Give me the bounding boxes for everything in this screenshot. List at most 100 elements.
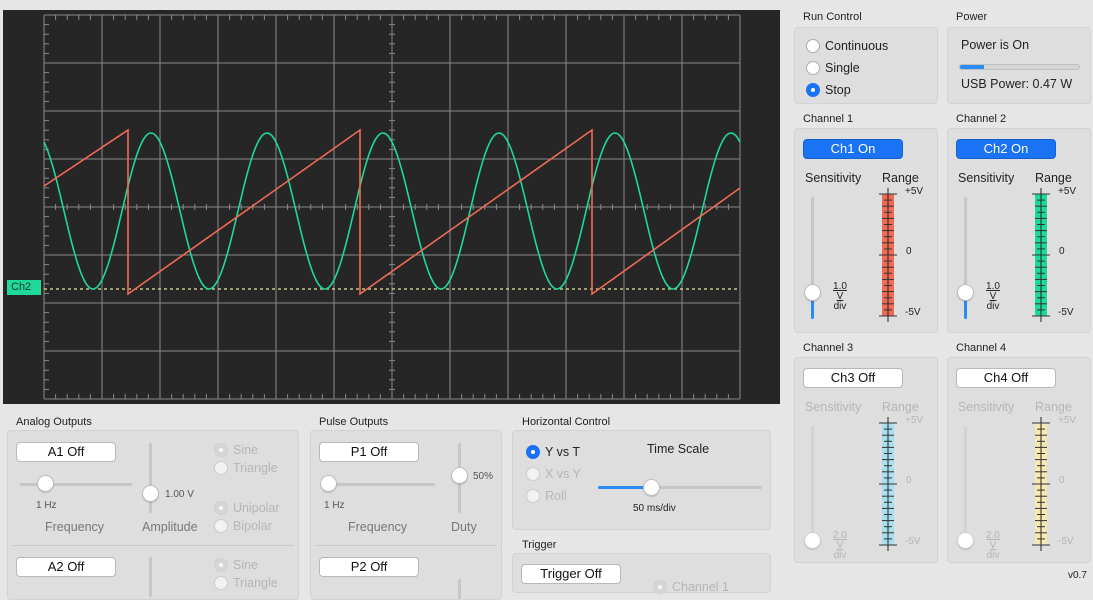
power-panel: Power is On USB Power: 0.47 W xyxy=(947,27,1091,104)
time-scale-slider-track[interactable] xyxy=(598,486,762,489)
run-stop-radio[interactable] xyxy=(806,83,820,97)
run-control-panel: Continuous Single Stop xyxy=(794,27,938,104)
ch4-sensitivity-slider-track[interactable] xyxy=(964,426,967,548)
p1-duty-slider-knob[interactable] xyxy=(451,467,468,484)
ch3-sensitivity-slider-knob[interactable] xyxy=(804,532,821,549)
ch2-sensitivity-label: Sensitivity xyxy=(958,171,1015,185)
a1-bipolar-radio[interactable] xyxy=(214,519,228,533)
a1-unipolar-option[interactable]: Unipolar xyxy=(214,499,294,517)
run-continuous-option[interactable]: Continuous xyxy=(806,37,926,55)
ch2-toggle-button[interactable]: Ch2 On xyxy=(956,139,1056,159)
ch1-range-scale[interactable] xyxy=(877,184,937,324)
ch2-sensitivity-slider-knob[interactable] xyxy=(957,284,974,301)
a1-amplitude-slider-track[interactable] xyxy=(149,443,152,513)
run-single-label: Single xyxy=(825,61,860,75)
channel3-panel: Ch3 Off Sensitivity Range 2.0 V div +5V … xyxy=(794,357,938,563)
ch1-range-plus-label: +5V xyxy=(905,186,924,197)
trigger-channel1-radio[interactable] xyxy=(653,580,667,594)
a1-amplitude-slider-knob[interactable] xyxy=(142,485,159,502)
a1-triangle-radio[interactable] xyxy=(214,461,228,475)
mode-yvt-option[interactable]: Y vs T xyxy=(526,443,606,461)
version-label: v0.7 xyxy=(1068,570,1087,581)
mode-yvt-radio[interactable] xyxy=(526,445,540,459)
ch3-sensitivity-slider-track[interactable] xyxy=(811,426,814,548)
pulse-outputs-title: Pulse Outputs xyxy=(319,416,389,428)
analog-divider xyxy=(12,545,294,546)
ch2-marker-label: Ch2 xyxy=(11,281,32,293)
a1-frequency-label: Frequency xyxy=(45,520,105,534)
analog-outputs-title: Analog Outputs xyxy=(16,416,92,428)
ch4-sensitivity-slider-knob[interactable] xyxy=(957,532,974,549)
a1-unipolar-label: Unipolar xyxy=(233,501,280,515)
a1-frequency-slider-track[interactable] xyxy=(20,483,132,486)
ch1-toggle-button[interactable]: Ch1 On xyxy=(803,139,903,159)
ch3-range-plus-label: +5V xyxy=(905,415,924,426)
a1-frequency-slider-knob[interactable] xyxy=(37,475,54,492)
run-stop-option[interactable]: Stop xyxy=(806,81,926,99)
trigger-channel1-option[interactable]: Channel 1 xyxy=(653,578,753,596)
ch3-toggle-button[interactable]: Ch3 Off xyxy=(803,368,903,388)
channel1-panel: Ch1 On Sensitivity Range 1.0 V div +5V 0… xyxy=(794,128,938,333)
ch1-trace xyxy=(43,128,741,296)
ch2-sensitivity-slider-track[interactable] xyxy=(964,197,967,319)
ch4-sensitivity-unit: div xyxy=(986,550,1000,561)
scope-grid xyxy=(43,14,741,400)
p1-frequency-slider-track[interactable] xyxy=(323,483,435,486)
ch4-range-minus-label: -5V xyxy=(1058,536,1074,547)
a1-amplitude-value: 1.00 V xyxy=(165,489,194,500)
ch4-sensitivity-value: 2.0 V xyxy=(986,530,1000,551)
power-status: Power is On xyxy=(961,38,1030,52)
a2-sine-option[interactable]: Sine xyxy=(214,556,294,574)
run-single-radio[interactable] xyxy=(806,61,820,75)
ch4-range-label: Range xyxy=(1035,400,1072,414)
mode-xvy-label: X vs Y xyxy=(545,467,581,481)
p2-duty-slider-track[interactable] xyxy=(458,579,461,599)
p1-toggle-button[interactable]: P1 Off xyxy=(319,442,419,462)
trigger-toggle-button[interactable]: Trigger Off xyxy=(521,564,621,584)
p1-frequency-label: Frequency xyxy=(348,520,408,534)
ch1-range-label: Range xyxy=(882,171,919,185)
ch1-sensitivity-label: Sensitivity xyxy=(805,171,862,185)
horizontal-control-panel: Y vs T X vs Y Roll Time Scale 50 ms/div xyxy=(512,430,771,530)
p1-frequency-slider-knob[interactable] xyxy=(320,475,337,492)
time-scale-value: 50 ms/div xyxy=(633,503,676,514)
ch1-sensitivity-slider-track[interactable] xyxy=(811,197,814,319)
channel3-title: Channel 3 xyxy=(803,342,854,354)
a1-sine-radio[interactable] xyxy=(214,443,228,457)
scope-display[interactable]: Ch2 xyxy=(3,10,780,404)
a1-sine-option[interactable]: Sine xyxy=(214,441,294,459)
run-continuous-label: Continuous xyxy=(825,39,889,53)
a2-sine-radio[interactable] xyxy=(214,558,228,572)
a1-triangle-option[interactable]: Triangle xyxy=(214,459,294,477)
mode-xvy-option[interactable]: X vs Y xyxy=(526,465,606,483)
ch4-toggle-button[interactable]: Ch4 Off xyxy=(956,368,1056,388)
ch1-sensitivity-slider-knob[interactable] xyxy=(804,284,821,301)
run-single-option[interactable]: Single xyxy=(806,59,926,77)
channel2-title: Channel 2 xyxy=(956,113,1007,125)
a2-triangle-option[interactable]: Triangle xyxy=(214,574,294,592)
p2-toggle-button[interactable]: P2 Off xyxy=(319,557,419,577)
mode-roll-radio[interactable] xyxy=(526,489,540,503)
ch4-range-scale[interactable] xyxy=(1030,413,1090,553)
ch4-sensitivity-label: Sensitivity xyxy=(958,400,1015,414)
mode-roll-option[interactable]: Roll xyxy=(526,487,606,505)
mode-xvy-radio[interactable] xyxy=(526,467,540,481)
ch2-range-zero-label: 0 xyxy=(1059,246,1065,257)
a1-unipolar-radio[interactable] xyxy=(214,501,228,515)
ch3-range-zero-label: 0 xyxy=(906,475,912,486)
ch2-sensitivity-value: 1.0 V xyxy=(986,281,1000,302)
ch3-range-scale[interactable] xyxy=(877,413,937,553)
run-continuous-radio[interactable] xyxy=(806,39,820,53)
trigger-channel1-label: Channel 1 xyxy=(672,580,729,594)
ch3-sensitivity-label: Sensitivity xyxy=(805,400,862,414)
a2-toggle-button[interactable]: A2 Off xyxy=(16,557,116,577)
ch2-level-marker[interactable]: Ch2 xyxy=(7,280,41,295)
a1-bipolar-option[interactable]: Bipolar xyxy=(214,517,294,535)
scope-waveform-canvas xyxy=(43,14,741,400)
ch1-sensitivity-value: 1.0 V xyxy=(833,281,847,302)
a2-triangle-radio[interactable] xyxy=(214,576,228,590)
a2-amplitude-slider-track[interactable] xyxy=(149,557,152,597)
a1-toggle-button[interactable]: A1 Off xyxy=(16,442,116,462)
ch2-range-scale[interactable] xyxy=(1030,184,1090,324)
time-scale-slider-knob[interactable] xyxy=(643,479,660,496)
